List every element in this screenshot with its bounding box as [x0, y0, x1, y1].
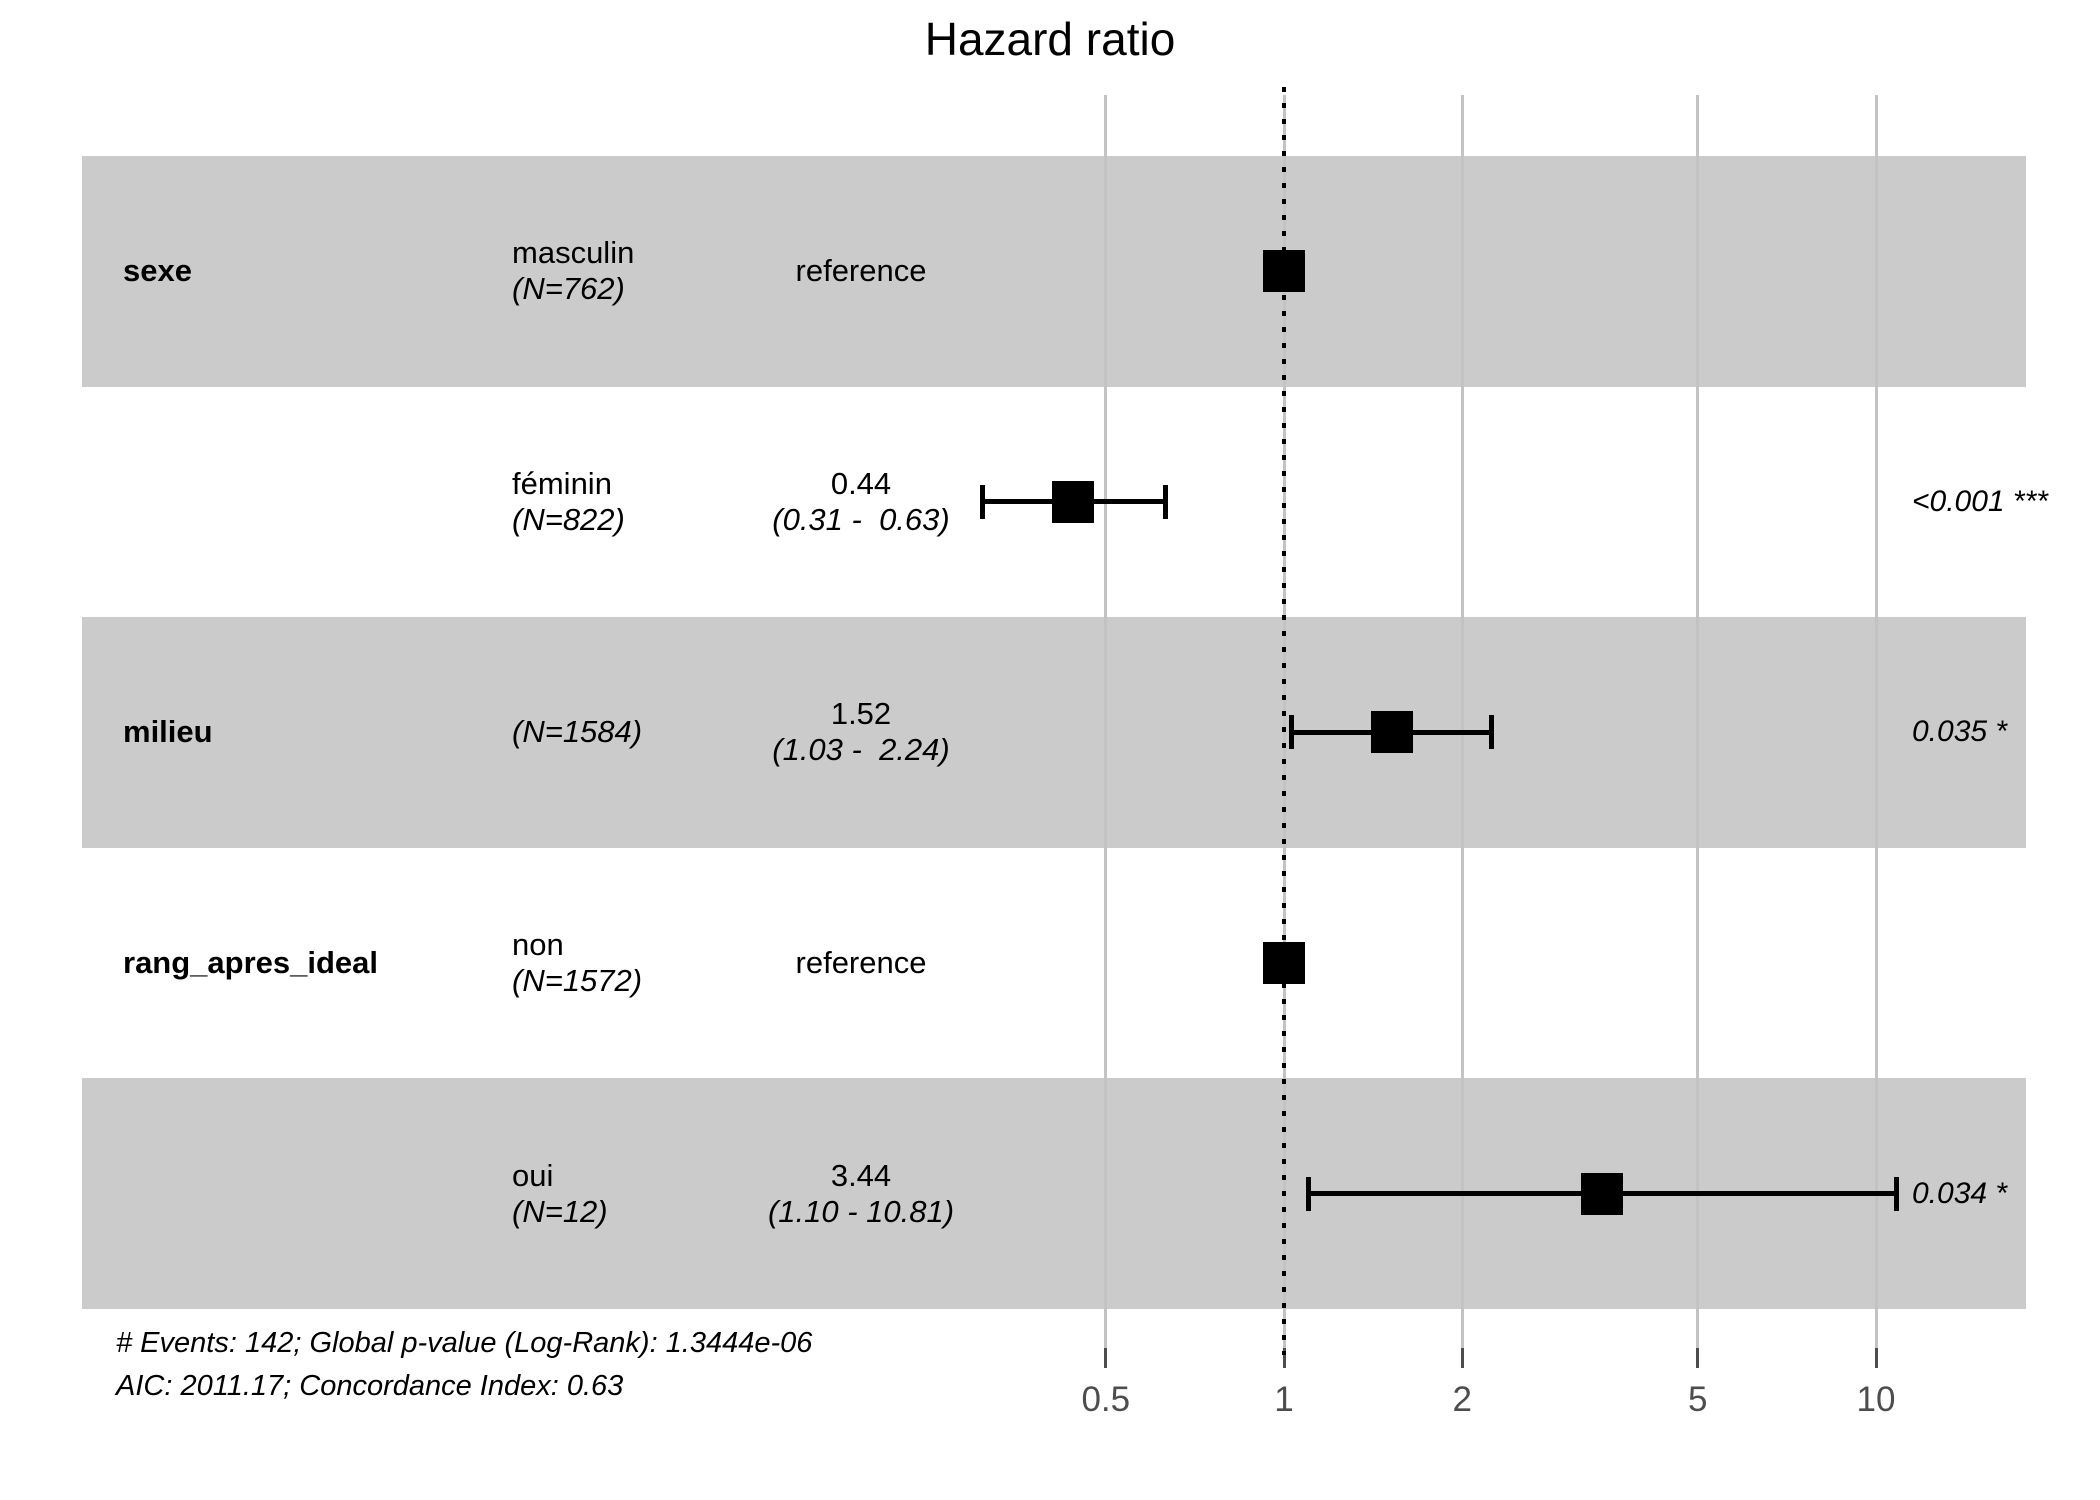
- forest-row: féminin (N=822) 0.44 (0.31 - 0.63) <0.001 **…: [82, 387, 2048, 618]
- estimate-value: 3.44: [830, 1157, 892, 1193]
- footnote-line: # Events: 142; Global p-value (Log-Rank)…: [116, 1327, 813, 1359]
- variable-label: rang_apres_ideal: [123, 945, 379, 981]
- axis-tick: [1874, 1348, 1878, 1368]
- chart-title: Hazard ratio: [924, 13, 1176, 65]
- forest-row: oui (N=12) 3.44 (1.10 - 10.81) 0.034 *: [82, 1078, 2026, 1309]
- gridline: [1104, 95, 1108, 1348]
- point-marker: [1263, 942, 1305, 985]
- gridline: [1696, 95, 1700, 1348]
- level-label: masculin (N=762): [512, 235, 634, 307]
- reference-line: [1282, 87, 1286, 1355]
- axis-tick: [1696, 1348, 1700, 1368]
- level-label: féminin (N=822): [512, 466, 625, 538]
- level-n-count: (N=822): [512, 501, 625, 537]
- axis-tick: [1282, 1348, 1286, 1368]
- estimate-label: 0.44 (0.31 - 0.63): [661, 466, 1061, 538]
- level-label: oui (N=12): [512, 1158, 608, 1230]
- point-marker: [1051, 480, 1094, 523]
- axis-tick: [1104, 1348, 1108, 1368]
- row-band: [82, 156, 2026, 387]
- row-band: [82, 617, 2026, 848]
- level-name: féminin: [512, 465, 612, 501]
- estimate-label: reference: [661, 253, 1061, 289]
- point-marker: [1370, 711, 1413, 754]
- p-value-label: <0.001 ***: [1912, 484, 2048, 518]
- axis-tick-label: 0.5: [1081, 1380, 1131, 1419]
- estimate-label: reference: [661, 945, 1061, 981]
- level-label: (N=1584): [512, 714, 642, 750]
- gridline: [1874, 95, 1878, 1348]
- level-n-count: (N=1572): [512, 963, 643, 999]
- error-bar-cap-right: [1893, 1176, 1899, 1211]
- error-bar-cap-right: [1162, 484, 1168, 519]
- estimate-label: 1.52 (1.03 - 2.24): [661, 696, 1061, 768]
- gridline: [1460, 95, 1464, 1348]
- axis-tick: [1460, 1348, 1464, 1368]
- estimate-value: 0.44: [830, 465, 892, 501]
- variable-label: milieu: [123, 714, 213, 750]
- p-value-label: 0.035 *: [1912, 715, 2008, 749]
- level-n-count: (N=1584): [512, 714, 643, 750]
- level-name: oui: [512, 1157, 554, 1193]
- estimate-label: 3.44 (1.10 - 10.81): [661, 1158, 1061, 1230]
- level-name: non: [512, 927, 564, 963]
- forest-row: milieu (N=1584) 1.52 (1.03 - 2.24) 0.035 *: [82, 617, 2026, 848]
- estimate-value: reference: [795, 253, 927, 289]
- level-label: non (N=1572): [512, 927, 642, 999]
- point-marker: [1580, 1172, 1623, 1215]
- axis-tick-label: 10: [1856, 1380, 1896, 1419]
- error-bar-cap-left: [1306, 1176, 1311, 1211]
- level-n-count: (N=762): [512, 271, 625, 307]
- confidence-interval-label: (1.10 - 10.81): [767, 1193, 955, 1229]
- footnotes: # Events: 142; Global p-value (Log-Rank)…: [116, 1322, 812, 1408]
- error-bar-cap-left: [980, 484, 986, 519]
- estimate-value: 1.52: [830, 696, 892, 732]
- p-value-label: 0.034 *: [1912, 1176, 2008, 1210]
- forest-row: sexe masculin (N=762) reference: [82, 156, 2026, 387]
- axis-tick-label: 1: [1274, 1380, 1294, 1419]
- plot-panel: 0.5 1 2 5 10 sexe masculin (N=762) reference fémi…: [82, 87, 2048, 1435]
- confidence-interval-label: (1.03 - 2.24): [772, 732, 950, 768]
- variable-label: sexe: [123, 253, 192, 289]
- axis-tick-label: 2: [1452, 1380, 1472, 1419]
- error-bar-cap-right: [1488, 715, 1494, 750]
- level-name: masculin: [512, 235, 635, 271]
- axis-tick-label: 5: [1688, 1380, 1708, 1419]
- estimate-value: reference: [795, 945, 927, 981]
- error-bar-cap-left: [1289, 715, 1295, 750]
- level-n-count: (N=12): [512, 1193, 608, 1229]
- point-marker: [1263, 250, 1305, 293]
- footnote-line: AIC: 2011.17; Concordance Index: 0.63: [116, 1370, 624, 1402]
- confidence-interval-label: (0.31 - 0.63): [772, 501, 950, 537]
- forest-row: rang_apres_ideal non (N=1572) reference: [82, 848, 2026, 1079]
